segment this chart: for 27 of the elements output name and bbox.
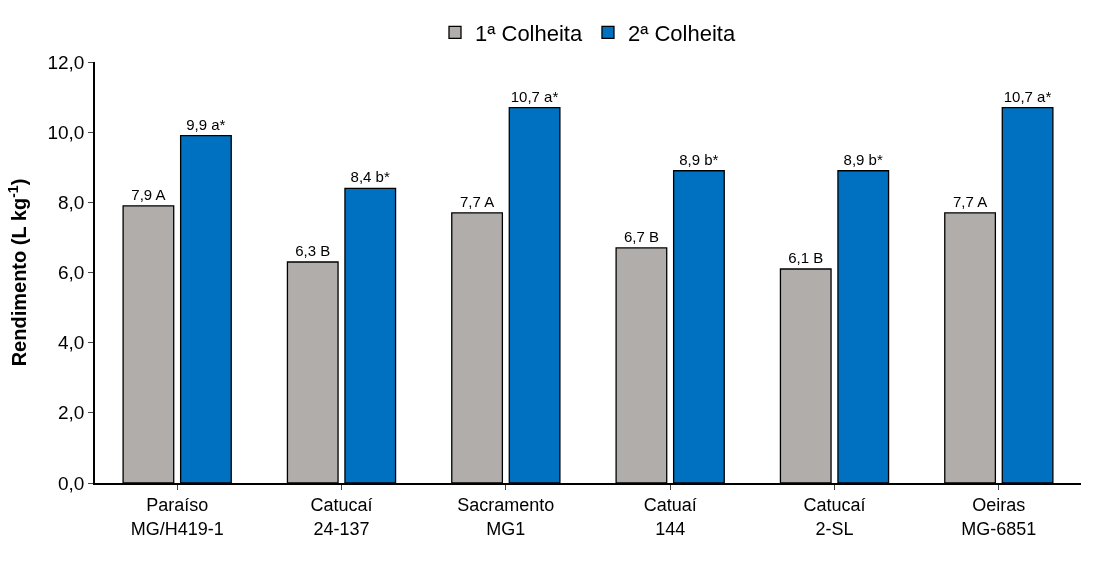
data-label: 7,7 A	[459, 192, 495, 210]
y-tick-label: 6,0	[58, 262, 85, 284]
y-tick-label: 10,0	[47, 121, 85, 143]
y-tick-label: 2,0	[58, 402, 85, 424]
data-label: 9,9 a*	[186, 115, 226, 133]
x-tick-label: Sacramento MG1	[457, 495, 555, 539]
data-label: 6,1 B	[788, 248, 824, 266]
x-tick-label: Catuaí 144	[643, 495, 697, 539]
x-tick-label: Catucaí 24-137	[310, 495, 373, 539]
x-tick-label: Paraíso MG/H419-1	[130, 495, 224, 539]
y-tick-label: 0,0	[58, 472, 85, 494]
data-label: 7,9 A	[131, 185, 166, 203]
data-label: 7,7 A	[952, 192, 988, 210]
y-tick-label: 4,0	[58, 332, 85, 354]
data-label: 6,3 B	[295, 241, 331, 259]
legend-label: 1ª Colheita	[475, 20, 583, 46]
data-label: 8,9 b*	[843, 150, 883, 168]
data-label: 8,9 b*	[679, 150, 719, 168]
legend-label: 2ª Colheita	[627, 20, 736, 46]
y-tick-label: 12,0	[47, 51, 85, 73]
x-tick-label: Catucaí 2-SL	[803, 495, 866, 539]
data-label: 10,7 a*	[1003, 87, 1052, 105]
y-tick-label: 8,0	[58, 191, 85, 213]
data-label: 8,4 b*	[350, 168, 390, 186]
data-label: 10,7 a*	[510, 87, 559, 105]
x-tick-label: Oeiras MG-6851	[961, 495, 1037, 539]
data-label: 6,7 B	[623, 227, 659, 245]
